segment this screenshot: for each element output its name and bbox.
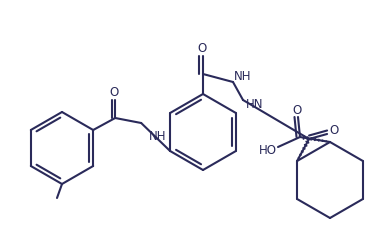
Text: NH: NH — [149, 130, 166, 142]
Text: HN: HN — [246, 98, 264, 110]
Text: HO: HO — [259, 144, 277, 158]
Text: O: O — [292, 104, 301, 116]
Text: O: O — [109, 86, 119, 100]
Text: NH: NH — [234, 71, 252, 83]
Text: O: O — [329, 123, 339, 137]
Text: O: O — [198, 43, 207, 55]
